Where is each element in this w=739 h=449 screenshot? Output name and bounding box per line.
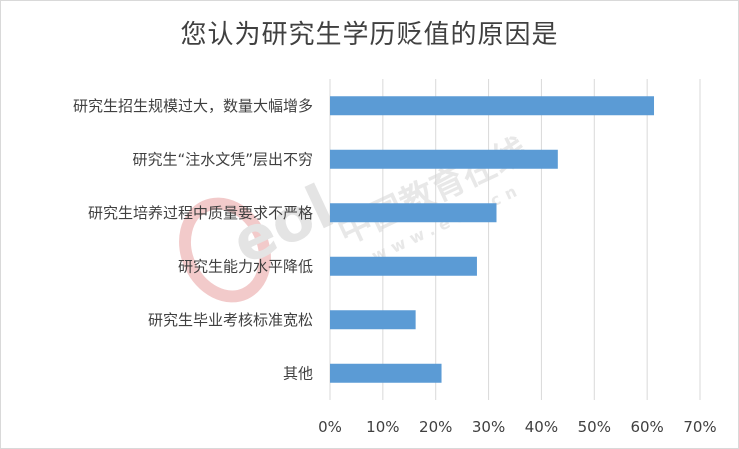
x-tick-label: 40% (525, 418, 558, 436)
x-tick-labels: 0% 10% 20% 30% 40% 50% 60% 70% (318, 418, 717, 436)
bar (330, 310, 416, 330)
x-tick-label: 10% (366, 418, 399, 436)
bar (330, 256, 477, 276)
category-label: 研究生能力水平降低 (178, 257, 313, 275)
x-tick-label: 70% (683, 418, 716, 436)
bars-layer (330, 96, 655, 383)
bar (330, 149, 558, 169)
category-label: 研究生毕业考核标准宽松 (148, 311, 313, 329)
x-tick-label: 0% (318, 418, 342, 436)
bar (330, 203, 497, 223)
watermark-logo: eol (179, 172, 344, 303)
x-tick-label: 50% (578, 418, 611, 436)
category-labels: 研究生招生规模过大，数量大幅增多研究生“注水文凭”层出不穷研究生培养过程中质量要… (73, 97, 313, 383)
chart-title: 您认为研究生学历贬值的原因是 (180, 20, 559, 50)
bar (330, 96, 655, 116)
x-tick-label: 60% (630, 418, 663, 436)
bar (330, 363, 442, 383)
category-label: 研究生招生规模过大，数量大幅增多 (73, 97, 313, 115)
x-tick-label: 20% (419, 418, 452, 436)
grid-layer (329, 79, 701, 400)
x-tick-label: 30% (472, 418, 505, 436)
category-label: 研究生培养过程中质量要求不严格 (88, 204, 313, 222)
category-label: 其他 (283, 364, 313, 382)
category-label: 研究生“注水文凭”层出不穷 (132, 150, 313, 168)
